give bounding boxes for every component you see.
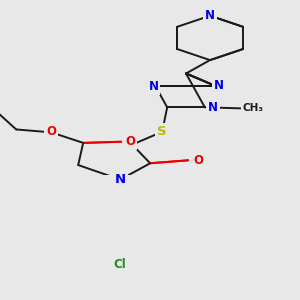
Text: CH₃: CH₃ bbox=[242, 103, 263, 113]
Text: O: O bbox=[46, 125, 56, 138]
Text: N: N bbox=[148, 80, 159, 93]
Text: N: N bbox=[208, 101, 218, 114]
Text: O: O bbox=[193, 154, 203, 167]
Text: S: S bbox=[158, 125, 167, 138]
Text: O: O bbox=[125, 135, 135, 148]
Text: Cl: Cl bbox=[114, 258, 127, 271]
Text: N: N bbox=[115, 173, 126, 186]
Text: N: N bbox=[213, 79, 224, 92]
Text: N: N bbox=[205, 9, 215, 22]
